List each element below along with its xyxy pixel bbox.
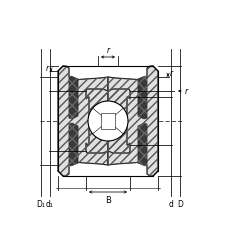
Text: r: r (46, 64, 49, 73)
Text: d: d (168, 199, 173, 208)
Polygon shape (108, 67, 157, 176)
Text: r: r (106, 46, 109, 55)
Polygon shape (108, 90, 129, 153)
Text: r: r (169, 69, 172, 78)
Text: r: r (184, 87, 187, 96)
Text: D: D (176, 199, 182, 208)
Text: D₁: D₁ (36, 199, 45, 208)
Text: d₁: d₁ (46, 199, 54, 208)
Circle shape (88, 101, 128, 141)
Polygon shape (69, 123, 78, 166)
Polygon shape (69, 77, 78, 120)
Bar (101, 114, 114, 129)
Text: B: B (105, 195, 110, 204)
Polygon shape (137, 77, 146, 120)
Polygon shape (58, 67, 108, 176)
Polygon shape (86, 90, 108, 153)
Polygon shape (137, 123, 146, 166)
